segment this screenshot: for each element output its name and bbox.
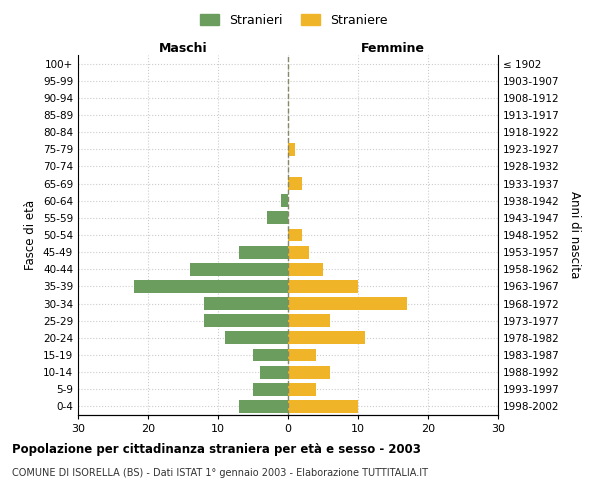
Y-axis label: Anni di nascita: Anni di nascita	[568, 192, 581, 278]
Bar	[288, 297, 407, 310]
Bar	[204, 297, 288, 310]
Bar	[288, 348, 316, 362]
Bar	[260, 366, 288, 378]
Bar	[134, 280, 288, 293]
Bar	[253, 383, 288, 396]
Bar	[288, 143, 295, 156]
Bar	[288, 400, 358, 413]
Bar	[204, 314, 288, 327]
Text: Femmine: Femmine	[361, 42, 425, 55]
Legend: Stranieri, Straniere: Stranieri, Straniere	[196, 8, 392, 32]
Bar	[267, 212, 288, 224]
Bar	[288, 383, 316, 396]
Bar	[288, 366, 330, 378]
Bar	[281, 194, 288, 207]
Text: Maschi: Maschi	[158, 42, 208, 55]
Bar	[288, 228, 302, 241]
Bar	[288, 280, 358, 293]
Bar	[239, 400, 288, 413]
Bar	[288, 177, 302, 190]
Bar	[239, 246, 288, 258]
Text: Popolazione per cittadinanza straniera per età e sesso - 2003: Popolazione per cittadinanza straniera p…	[12, 442, 421, 456]
Bar	[225, 332, 288, 344]
Bar	[253, 348, 288, 362]
Bar	[288, 314, 330, 327]
Y-axis label: Fasce di età: Fasce di età	[25, 200, 37, 270]
Bar	[190, 263, 288, 276]
Bar	[288, 263, 323, 276]
Bar	[288, 246, 309, 258]
Bar	[288, 332, 365, 344]
Text: COMUNE DI ISORELLA (BS) - Dati ISTAT 1° gennaio 2003 - Elaborazione TUTTITALIA.I: COMUNE DI ISORELLA (BS) - Dati ISTAT 1° …	[12, 468, 428, 477]
